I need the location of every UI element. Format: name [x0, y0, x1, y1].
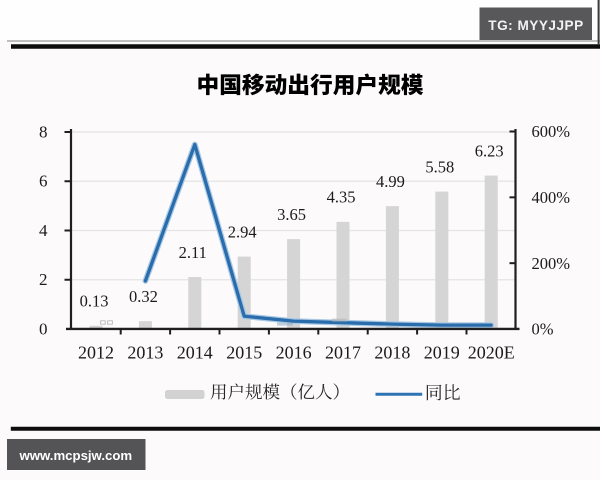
- svg-text:6: 6: [39, 172, 48, 191]
- svg-text:2012: 2012: [78, 343, 114, 363]
- svg-text:3.65: 3.65: [277, 205, 306, 224]
- svg-text:8: 8: [39, 122, 48, 141]
- svg-text:400%: 400%: [532, 188, 571, 207]
- svg-text:4.35: 4.35: [327, 188, 356, 207]
- svg-text:0.32: 0.32: [129, 287, 158, 306]
- svg-text:5.58: 5.58: [425, 157, 454, 176]
- svg-text:2017: 2017: [325, 343, 361, 363]
- svg-text:0: 0: [39, 319, 48, 338]
- svg-text:600%: 600%: [532, 122, 571, 141]
- svg-text:TG: MYYJJPP: TG: MYYJJPP: [488, 18, 583, 33]
- svg-text:6.23: 6.23: [475, 141, 504, 160]
- svg-text:2013: 2013: [127, 343, 163, 363]
- svg-text:4.99: 4.99: [376, 172, 405, 191]
- svg-text:2.11: 2.11: [179, 243, 207, 262]
- svg-text:0%: 0%: [532, 320, 554, 339]
- svg-text:2014: 2014: [177, 343, 213, 363]
- svg-text:2015: 2015: [226, 343, 262, 363]
- svg-text:2018: 2018: [374, 343, 410, 363]
- svg-text:www.mcpsjw.com: www.mcpsjw.com: [19, 448, 133, 463]
- svg-text:2019: 2019: [424, 343, 460, 363]
- svg-text:200%: 200%: [532, 254, 571, 273]
- svg-text:2016: 2016: [276, 343, 312, 363]
- svg-text:4: 4: [39, 221, 48, 240]
- svg-text:2: 2: [39, 270, 48, 289]
- svg-text:2.94: 2.94: [228, 222, 257, 241]
- svg-text:0.13: 0.13: [80, 292, 109, 311]
- svg-text:2020E: 2020E: [468, 343, 515, 363]
